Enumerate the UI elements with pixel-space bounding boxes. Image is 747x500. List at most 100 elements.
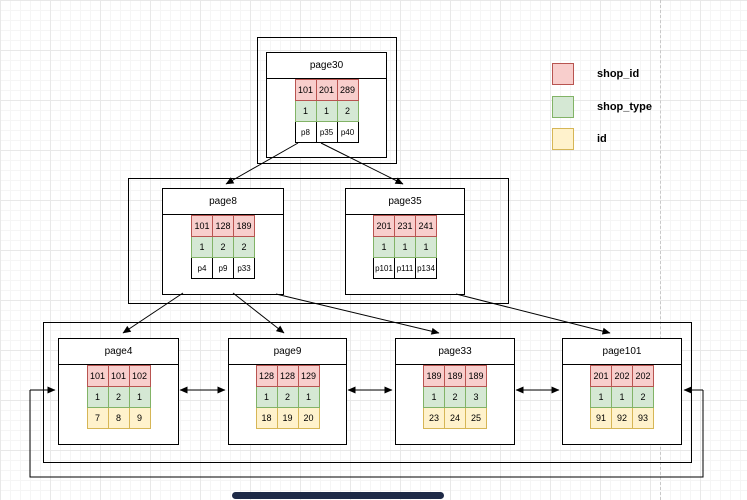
legend-label: shop_id (597, 68, 640, 80)
cell: p33 (233, 257, 255, 279)
home-indicator[interactable] (232, 492, 444, 499)
cell: 3 (465, 386, 487, 408)
node-page4-title: page4 (59, 339, 178, 365)
node-page9-table: 128 128 129 1 2 1 18 19 20 (255, 365, 320, 429)
node-page101-table: 201 202 202 1 1 2 91 92 93 (590, 365, 654, 429)
shop-type-row: 1 2 1 (255, 386, 320, 408)
cell: 1 (191, 236, 213, 258)
cell: 231 (394, 215, 416, 237)
cell: 2 (107, 386, 130, 408)
node-page30[interactable]: page30 101 201 289 1 1 2 p8 p35 p40 (266, 52, 387, 158)
cell: 201 (373, 215, 395, 237)
cell: p35 (315, 121, 338, 143)
shop-type-row: 1 2 2 (191, 236, 255, 258)
cell: 128 (276, 365, 299, 387)
pointer-row: p8 p35 p40 (294, 121, 359, 143)
cell: 2 (233, 236, 255, 258)
node-page8-table: 101 128 189 1 2 2 p4 p9 p33 (191, 215, 255, 279)
cell: 129 (297, 365, 320, 387)
node-page33[interactable]: page33 189 189 189 1 2 3 23 24 25 (395, 338, 515, 445)
cell: p40 (336, 121, 359, 143)
cell: 1 (423, 386, 445, 408)
node-page8[interactable]: page8 101 128 189 1 2 2 p4 p9 p33 (162, 188, 284, 295)
cell: 101 (191, 215, 213, 237)
legend-label: shop_type (597, 101, 653, 113)
shop-id-row: 101 128 189 (191, 215, 255, 237)
cell: 1 (590, 386, 612, 408)
node-page35-title: page35 (346, 189, 464, 215)
shop-id-row: 201 231 241 (373, 215, 437, 237)
cell: 1 (128, 386, 151, 408)
node-page9[interactable]: page9 128 128 129 1 2 1 18 19 20 (228, 338, 347, 445)
cell: 19 (276, 407, 299, 429)
cell: 20 (297, 407, 320, 429)
shop-id-row: 101 101 102 (86, 365, 151, 387)
node-page33-title: page33 (396, 339, 514, 365)
cell: 2 (444, 386, 466, 408)
shop-id-row: 128 128 129 (255, 365, 320, 387)
pointer-row: p4 p9 p33 (191, 257, 255, 279)
cell: 1 (297, 386, 320, 408)
id-color-swatch (552, 128, 574, 150)
cell: 1 (415, 236, 437, 258)
cell: 1 (86, 386, 109, 408)
cell: 23 (423, 407, 445, 429)
cell: 128 (255, 365, 278, 387)
cell: 102 (128, 365, 151, 387)
node-page101[interactable]: page101 201 202 202 1 1 2 91 92 93 (562, 338, 682, 445)
cell: p9 (212, 257, 234, 279)
node-page101-title: page101 (563, 339, 681, 365)
cell: 8 (107, 407, 130, 429)
cell: 202 (632, 365, 654, 387)
node-page9-title: page9 (229, 339, 346, 365)
cell: 9 (128, 407, 151, 429)
shop-id-row: 101 201 289 (294, 79, 359, 101)
cell: 189 (444, 365, 466, 387)
shop-type-row: 1 1 2 (294, 100, 359, 122)
cell: 101 (86, 365, 109, 387)
node-page35[interactable]: page35 201 231 241 1 1 1 p101 p111 p134 (345, 188, 465, 295)
cell: 202 (611, 365, 633, 387)
cell: 1 (315, 100, 338, 122)
shop-type-row: 1 1 2 (590, 386, 654, 408)
node-page4[interactable]: page4 101 101 102 1 2 1 7 8 9 (58, 338, 179, 445)
cell: p4 (191, 257, 213, 279)
cell: 18 (255, 407, 278, 429)
node-page35-table: 201 231 241 1 1 1 p101 p111 p134 (373, 215, 437, 279)
cell: 101 (107, 365, 130, 387)
cell: 128 (212, 215, 234, 237)
node-page33-table: 189 189 189 1 2 3 23 24 25 (423, 365, 487, 429)
legend-item-id[interactable]: id (552, 128, 607, 150)
cell: 2 (212, 236, 234, 258)
cell: p111 (394, 257, 416, 279)
cell: 101 (294, 79, 317, 101)
pointer-row: p101 p111 p134 (373, 257, 437, 279)
legend-item-shop-type[interactable]: shop_type (552, 96, 652, 118)
node-page4-table: 101 101 102 1 2 1 7 8 9 (86, 365, 151, 429)
id-row: 7 8 9 (86, 407, 151, 429)
cell: 189 (465, 365, 487, 387)
cell: 93 (632, 407, 654, 429)
cell: 289 (336, 79, 359, 101)
cell: 24 (444, 407, 466, 429)
cell: p134 (415, 257, 437, 279)
node-page30-table: 101 201 289 1 1 2 p8 p35 p40 (294, 79, 359, 143)
cell: 201 (590, 365, 612, 387)
legend-item-shop-id[interactable]: shop_id (552, 63, 639, 85)
cell: 2 (276, 386, 299, 408)
legend-label: id (597, 133, 607, 145)
cell: 25 (465, 407, 487, 429)
shop-type-row: 1 2 1 (86, 386, 151, 408)
cell: p101 (373, 257, 395, 279)
cell: 201 (315, 79, 338, 101)
node-page8-title: page8 (163, 189, 283, 215)
shop-type-row: 1 1 1 (373, 236, 437, 258)
cell: 2 (632, 386, 654, 408)
shop-type-color-swatch (552, 96, 574, 118)
shop-id-row: 201 202 202 (590, 365, 654, 387)
cell: 1 (394, 236, 416, 258)
id-row: 23 24 25 (423, 407, 487, 429)
cell: 1 (255, 386, 278, 408)
cell: 189 (423, 365, 445, 387)
cell: p8 (294, 121, 317, 143)
